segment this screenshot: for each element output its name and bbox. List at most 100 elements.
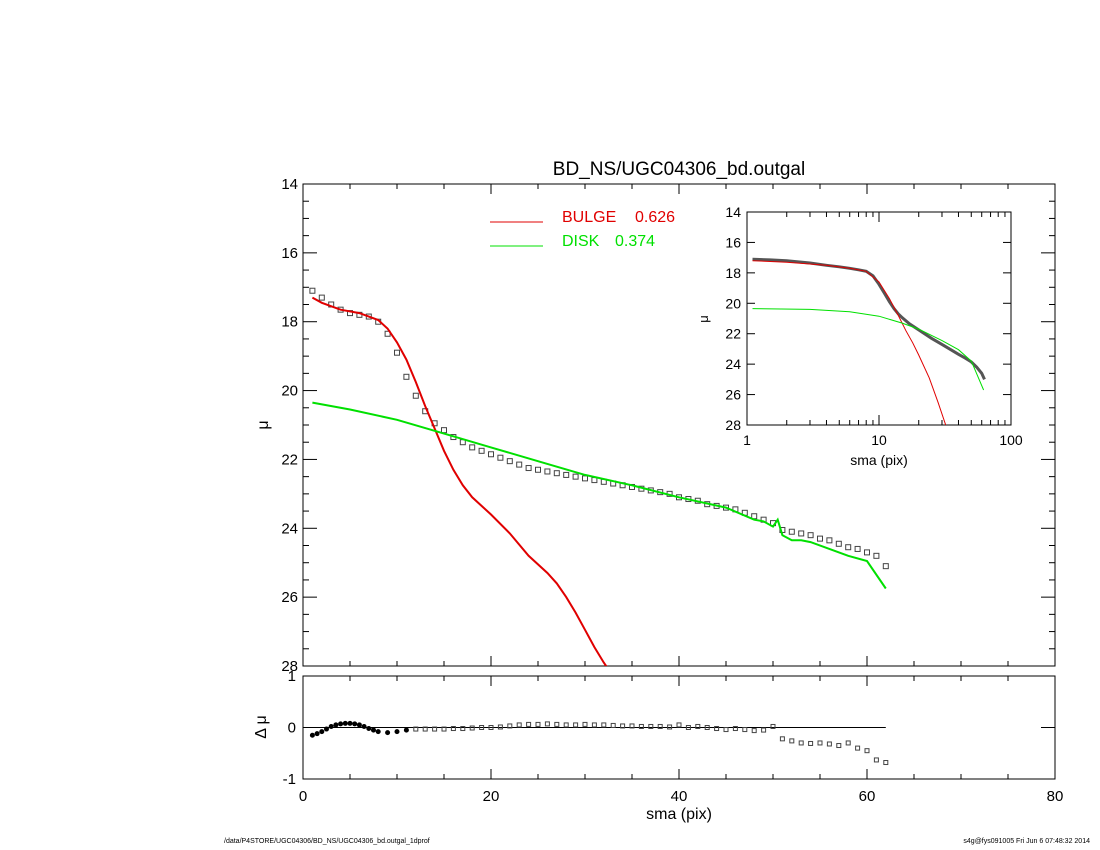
residual-data-point	[836, 743, 842, 749]
main-data-point	[553, 470, 560, 477]
residual-data-point	[361, 723, 367, 729]
residual-data-point	[469, 725, 475, 731]
main-data-point	[394, 349, 400, 356]
main-y-tick-label: 22	[281, 451, 298, 468]
x-tick-label: 60	[859, 788, 876, 805]
main-data-point	[572, 473, 579, 480]
residual-data-point	[526, 721, 532, 727]
legend-bulge-value: 0.626	[635, 209, 675, 226]
main-data-point	[817, 535, 823, 542]
residual-data-point	[751, 728, 757, 734]
inset-x-axis-label: sma (pix)	[850, 452, 908, 468]
inset-background	[747, 212, 1011, 425]
residual-data-point	[638, 723, 644, 729]
residual-data-point	[333, 722, 339, 728]
main-y-tick-label: 26	[281, 589, 298, 606]
inset-y-tick-label: 16	[725, 234, 741, 250]
main-data-point	[525, 465, 532, 472]
main-data-point	[497, 454, 504, 461]
residual-data-point	[356, 722, 362, 728]
residual-data-point	[432, 726, 438, 732]
main-y-axis-label: μ	[255, 420, 272, 429]
residual-data-point	[704, 725, 710, 730]
main-data-point	[826, 537, 833, 544]
inset-panel: 14 16 18 20 22 24 26 281 10 100 μ sma (pix)	[696, 204, 1023, 468]
residual-y-axis-label: Δ μ	[253, 715, 270, 738]
main-y-tick-label: 20	[281, 383, 298, 400]
residual-data-point	[479, 725, 485, 730]
residual-data-point	[366, 726, 372, 732]
inset-y-tick-label: 24	[725, 356, 741, 372]
residual-data-point	[342, 720, 348, 726]
residual-data-point	[328, 723, 334, 729]
res-y-tick-label: -1	[283, 771, 296, 788]
residual-data-point	[657, 723, 663, 729]
residual-data-point	[676, 722, 682, 728]
legend-disk-value: 0.374	[615, 233, 655, 250]
main-data-point	[798, 530, 805, 537]
residual-data-point	[629, 723, 635, 729]
residual-data-point	[789, 738, 795, 744]
x-tick-label: 80	[1047, 788, 1064, 805]
residual-data-point	[779, 736, 785, 742]
inset-y-tick-label: 18	[725, 265, 741, 281]
residual-data-point	[864, 748, 870, 754]
main-data-point	[845, 544, 852, 551]
main-y-tick-label: 14	[281, 176, 298, 193]
x-tick-label: 40	[671, 788, 688, 805]
legend-disk-label: DISK	[562, 233, 600, 250]
main-data-point	[488, 451, 494, 458]
res-y-tick-label: 1	[288, 668, 296, 685]
main-plot-area	[309, 287, 889, 666]
residual-data-point	[319, 729, 325, 735]
residual-data-point	[855, 745, 861, 751]
residual-data-point	[422, 726, 428, 732]
main-data-point	[309, 287, 316, 294]
residual-data-point	[742, 727, 748, 733]
residual-data-point	[554, 721, 560, 727]
residual-data-point	[324, 726, 329, 732]
residual-data-points	[309, 720, 889, 766]
residual-data-point	[309, 732, 315, 738]
residual-data-point	[507, 723, 513, 729]
residual-data-point	[375, 729, 381, 735]
main-y-tick-label: 18	[281, 314, 298, 331]
residual-data-point	[601, 722, 607, 728]
disk-model-curve	[312, 401, 887, 590]
legend-bulge-label: BULGE	[562, 209, 616, 226]
legend: BULGE 0.626 DISK 0.374	[490, 209, 675, 250]
residual-data-point	[488, 725, 494, 730]
main-data-point	[412, 392, 419, 399]
footer-file-path: /data/P4STORE/UGC04306/BD_NS/UGC04306_bd…	[224, 838, 430, 845]
main-data-point	[516, 461, 523, 468]
main-data-point	[563, 471, 570, 478]
residual-data-point	[347, 720, 353, 726]
residual-data-point	[582, 721, 588, 727]
inset-y-tick-label: 22	[725, 326, 741, 342]
residual-data-point	[648, 723, 654, 729]
residual-data-point	[394, 729, 400, 735]
residual-ticks: 0 20 40 60 80-101	[283, 668, 1064, 805]
residual-data-point	[591, 722, 597, 728]
inset-disk-curve	[752, 308, 985, 391]
inset-y-tick-label: 26	[725, 387, 741, 403]
x-axis-label: sma (pix)	[646, 806, 712, 823]
main-data-point	[469, 444, 476, 451]
residual-data-point	[544, 721, 550, 727]
residual-data-point	[413, 726, 419, 732]
residual-data-point	[314, 731, 320, 737]
residual-data-point	[873, 757, 879, 763]
residual-data-point	[798, 740, 804, 746]
main-data-point	[582, 475, 588, 482]
inset-ticks: 14 16 18 20 22 24 26 281 10 100	[725, 204, 1022, 448]
residual-data-point	[610, 722, 616, 728]
residual-data-point	[685, 725, 691, 730]
inset-y-tick-label: 20	[725, 295, 741, 311]
main-data-point	[873, 552, 880, 559]
residual-data-point	[883, 760, 889, 766]
residual-data-point	[516, 722, 522, 728]
main-data-point	[478, 447, 485, 454]
main-data-point	[882, 563, 889, 570]
main-data-point	[318, 294, 325, 301]
chart-title: BD_NS/UGC04306_bd.outgal	[553, 159, 805, 180]
